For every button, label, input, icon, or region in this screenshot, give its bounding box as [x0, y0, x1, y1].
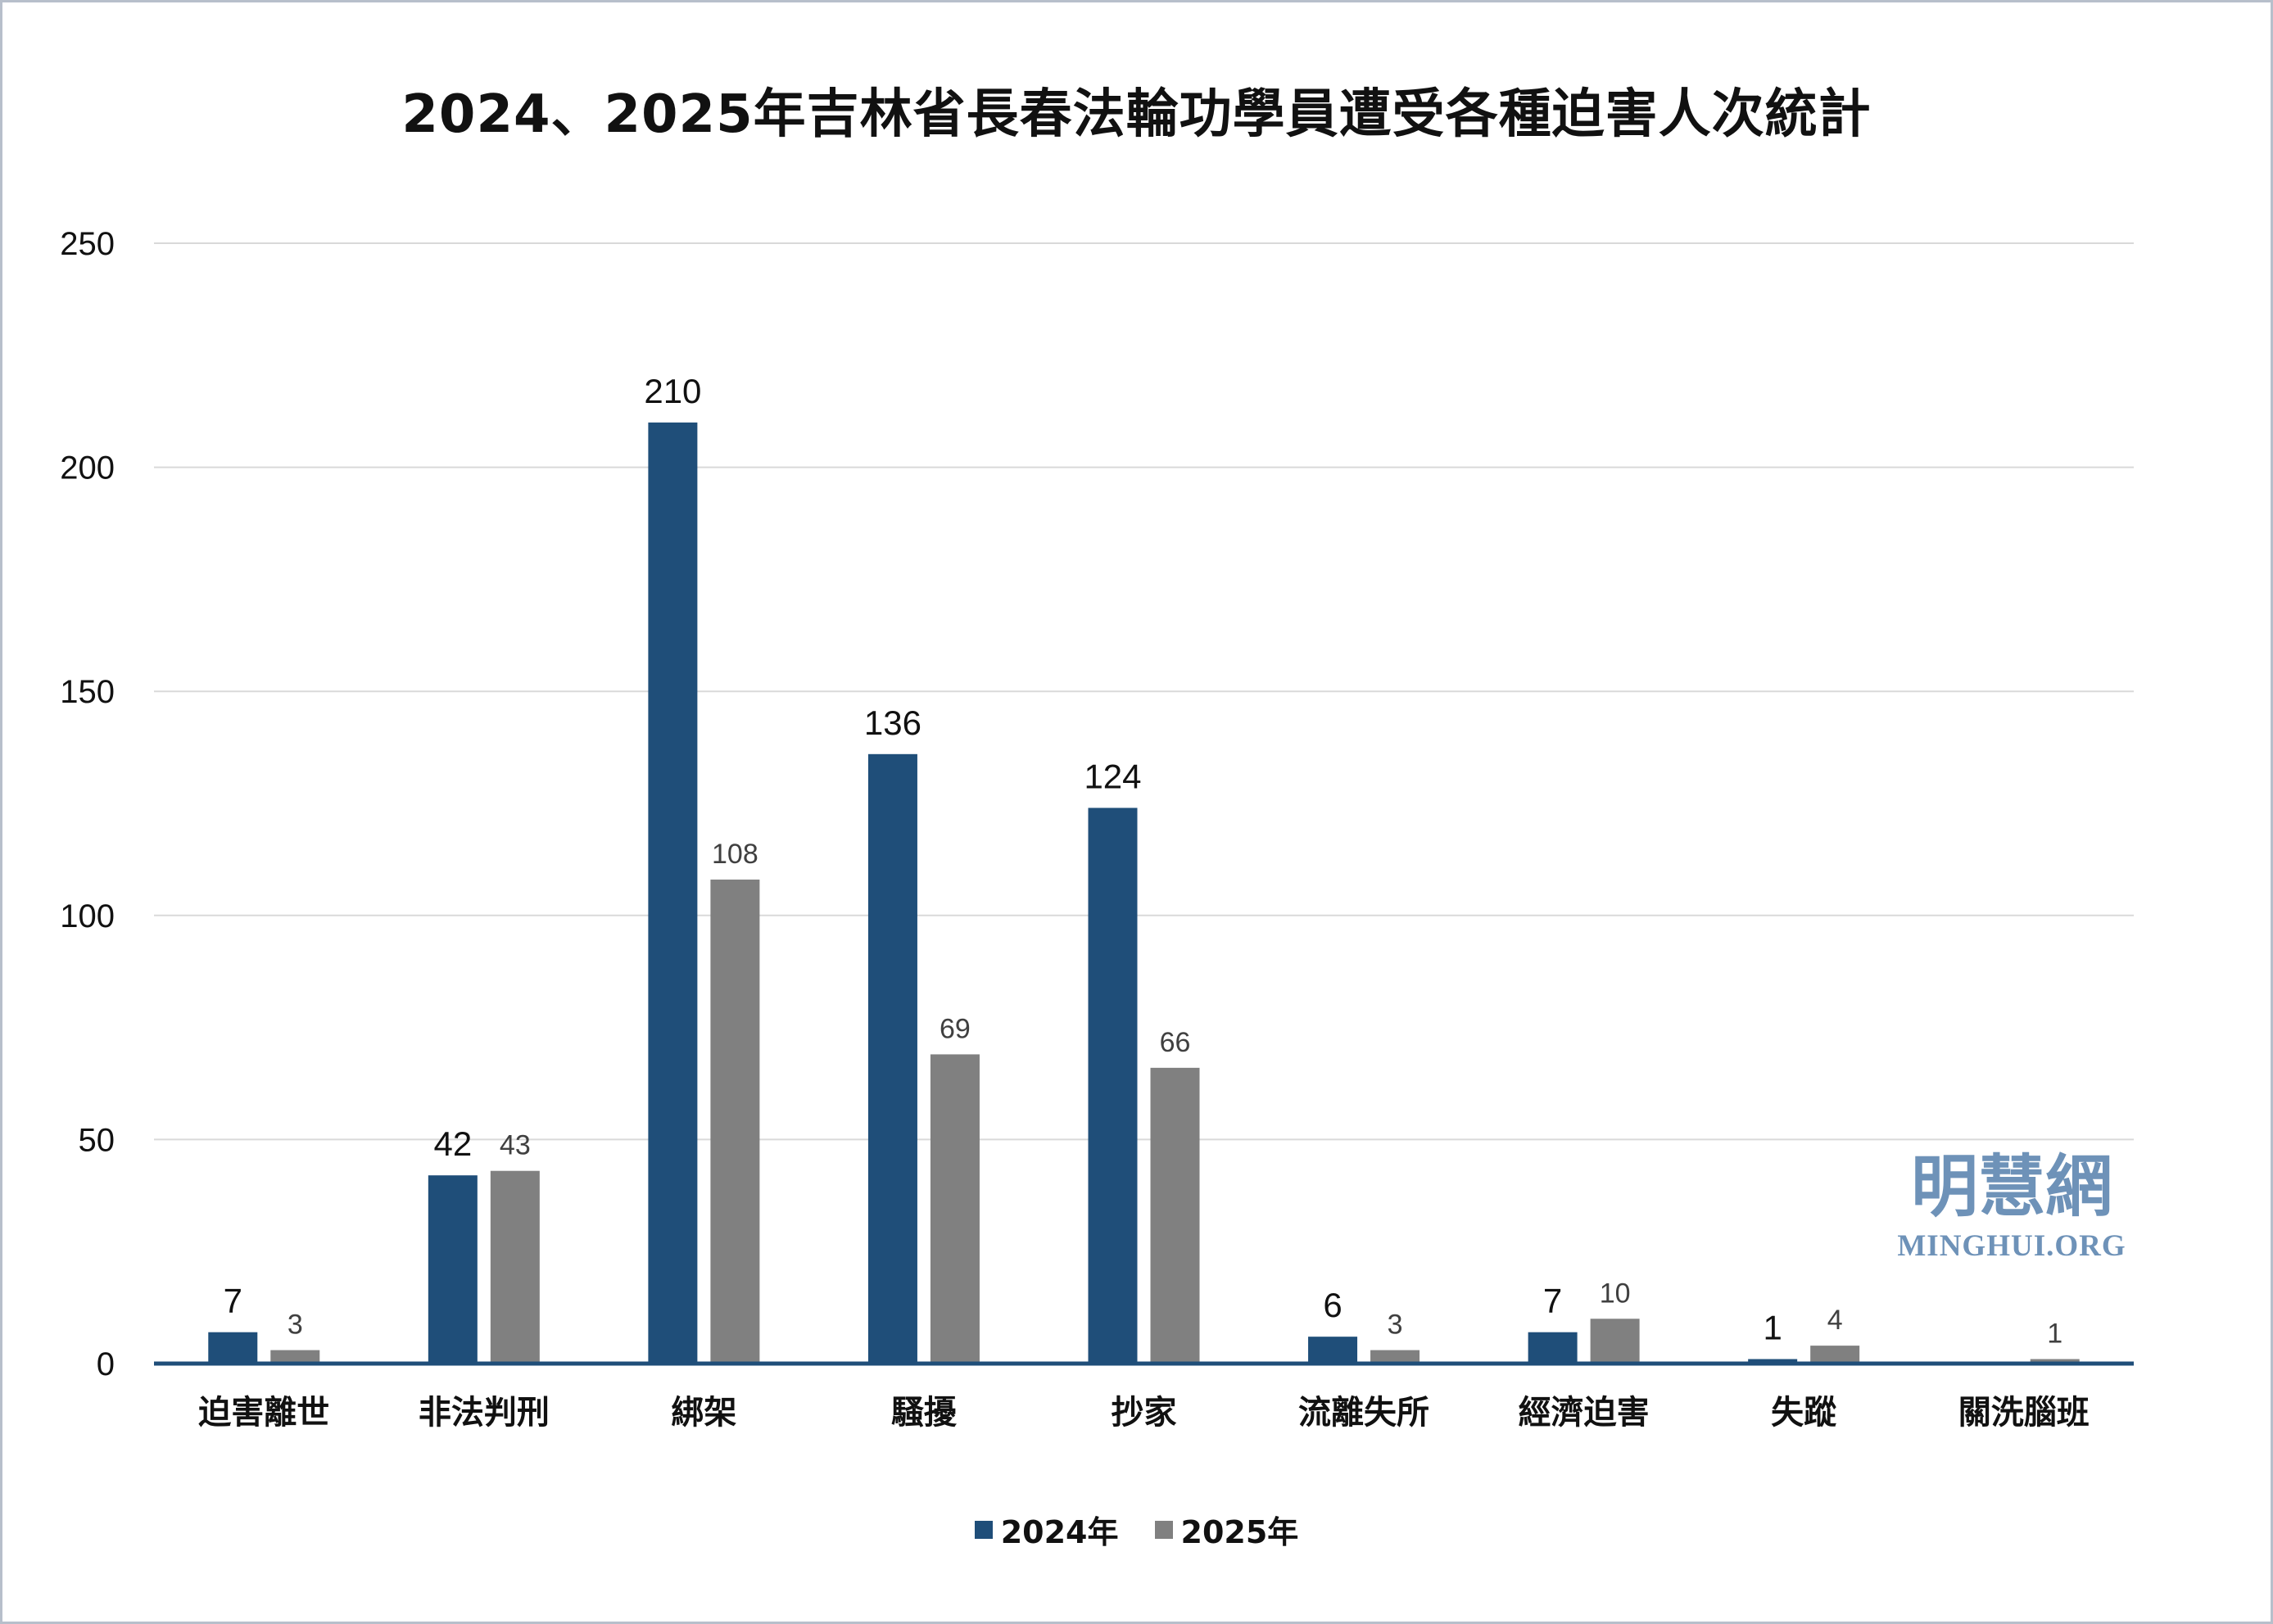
bar-2024 — [208, 1332, 258, 1364]
data-label-2024: 136 — [864, 703, 921, 742]
data-label-2025: 43 — [500, 1130, 531, 1161]
x-category-label: 綁架 — [671, 1394, 736, 1432]
data-label-2025: 1 — [2047, 1319, 2062, 1350]
legend-swatch-2025 — [1154, 1520, 1173, 1539]
data-label-2025: 108 — [712, 839, 758, 870]
bar-2025 — [1370, 1350, 1420, 1364]
y-tick-label: 0 — [97, 1346, 115, 1382]
watermark-logo-text: 明慧網 — [1910, 1147, 2112, 1226]
data-label-2024: 7 — [1543, 1282, 1562, 1320]
y-tick-label: 100 — [60, 898, 115, 934]
legend-label-2024: 2024年 — [1000, 1514, 1119, 1550]
data-label-2025: 66 — [1160, 1027, 1191, 1058]
bar-2024 — [867, 753, 917, 1364]
y-tick-label: 200 — [60, 450, 115, 486]
y-tick-label: 50 — [79, 1122, 115, 1158]
bar-2024 — [1748, 1359, 1798, 1364]
bar-2024 — [428, 1175, 478, 1364]
y-tick-label: 150 — [60, 674, 115, 710]
legend-label-2025: 2025年 — [1180, 1514, 1299, 1550]
data-label-2024: 42 — [433, 1124, 472, 1163]
data-label-2025: 3 — [1388, 1310, 1403, 1341]
chart-title: 2024、2025年吉林省長春法輪功學員遭受各種迫害人次統計 — [401, 84, 1872, 145]
x-category-label: 流離失所 — [1298, 1394, 1429, 1432]
bar-2024 — [648, 422, 698, 1364]
data-label-2024: 6 — [1323, 1286, 1342, 1324]
x-category-label: 經濟迫害 — [1519, 1394, 1650, 1432]
data-label-2024: 210 — [644, 372, 701, 410]
y-tick-label: 250 — [60, 226, 115, 262]
x-category-label: 騷擾 — [891, 1394, 958, 1432]
bar-2025 — [930, 1054, 980, 1364]
data-label-2025: 10 — [1600, 1278, 1631, 1309]
minghui-watermark: 明慧網 MINGHUI.ORG — [1881, 1153, 2143, 1264]
legend-swatch-2024 — [974, 1520, 993, 1539]
data-label-2025: 69 — [940, 1013, 971, 1044]
legend-item-2024: 2024年 — [974, 1507, 1119, 1552]
x-category-label: 抄家 — [1112, 1394, 1177, 1432]
watermark-url-text: MINGHUI.ORG — [1897, 1229, 2126, 1263]
x-category-label: 失蹤 — [1771, 1394, 1836, 1432]
legend: 2024年 2025年 — [0, 1507, 2273, 1552]
bar-2025 — [2030, 1359, 2080, 1364]
x-category-label: 迫害離世 — [198, 1394, 329, 1432]
data-label-2025: 4 — [1827, 1305, 1843, 1336]
data-label-2025: 3 — [288, 1310, 303, 1341]
bar-2025 — [1590, 1319, 1640, 1364]
x-category-label: 非法判刑 — [419, 1394, 550, 1432]
bar-2025 — [710, 880, 760, 1364]
x-category-label: 關洗腦班 — [1958, 1394, 2090, 1432]
bar-2025 — [270, 1350, 320, 1364]
data-label-2024: 7 — [224, 1282, 242, 1320]
bar-2024 — [1528, 1332, 1578, 1364]
data-label-2024: 124 — [1084, 757, 1141, 795]
bar-2024 — [1088, 807, 1138, 1364]
bar-2025 — [1810, 1346, 1860, 1364]
bar-2025 — [1150, 1067, 1200, 1364]
data-label-2024: 1 — [1763, 1309, 1782, 1347]
bar-2024 — [1308, 1337, 1358, 1364]
legend-item-2025: 2025年 — [1154, 1507, 1299, 1552]
bar-2025 — [490, 1170, 540, 1364]
